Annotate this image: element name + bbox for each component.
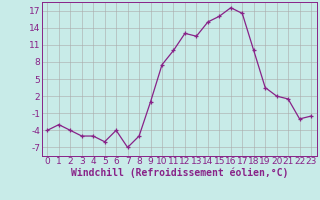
- X-axis label: Windchill (Refroidissement éolien,°C): Windchill (Refroidissement éolien,°C): [70, 168, 288, 178]
